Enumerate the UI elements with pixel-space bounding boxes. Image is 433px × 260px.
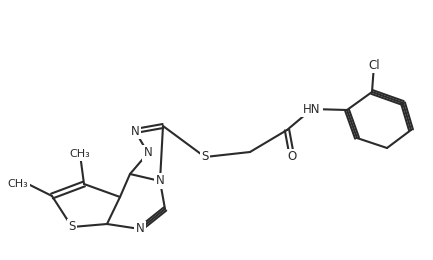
Text: S: S (68, 220, 76, 233)
Text: N: N (144, 146, 152, 159)
Text: N: N (155, 174, 165, 187)
Text: Cl: Cl (368, 58, 380, 72)
Text: S: S (201, 151, 209, 164)
Text: N: N (131, 125, 139, 138)
Text: CH₃: CH₃ (7, 179, 28, 189)
Text: HN: HN (303, 102, 321, 115)
Text: CH₃: CH₃ (70, 149, 90, 159)
Text: O: O (288, 151, 297, 164)
Text: N: N (136, 223, 144, 236)
